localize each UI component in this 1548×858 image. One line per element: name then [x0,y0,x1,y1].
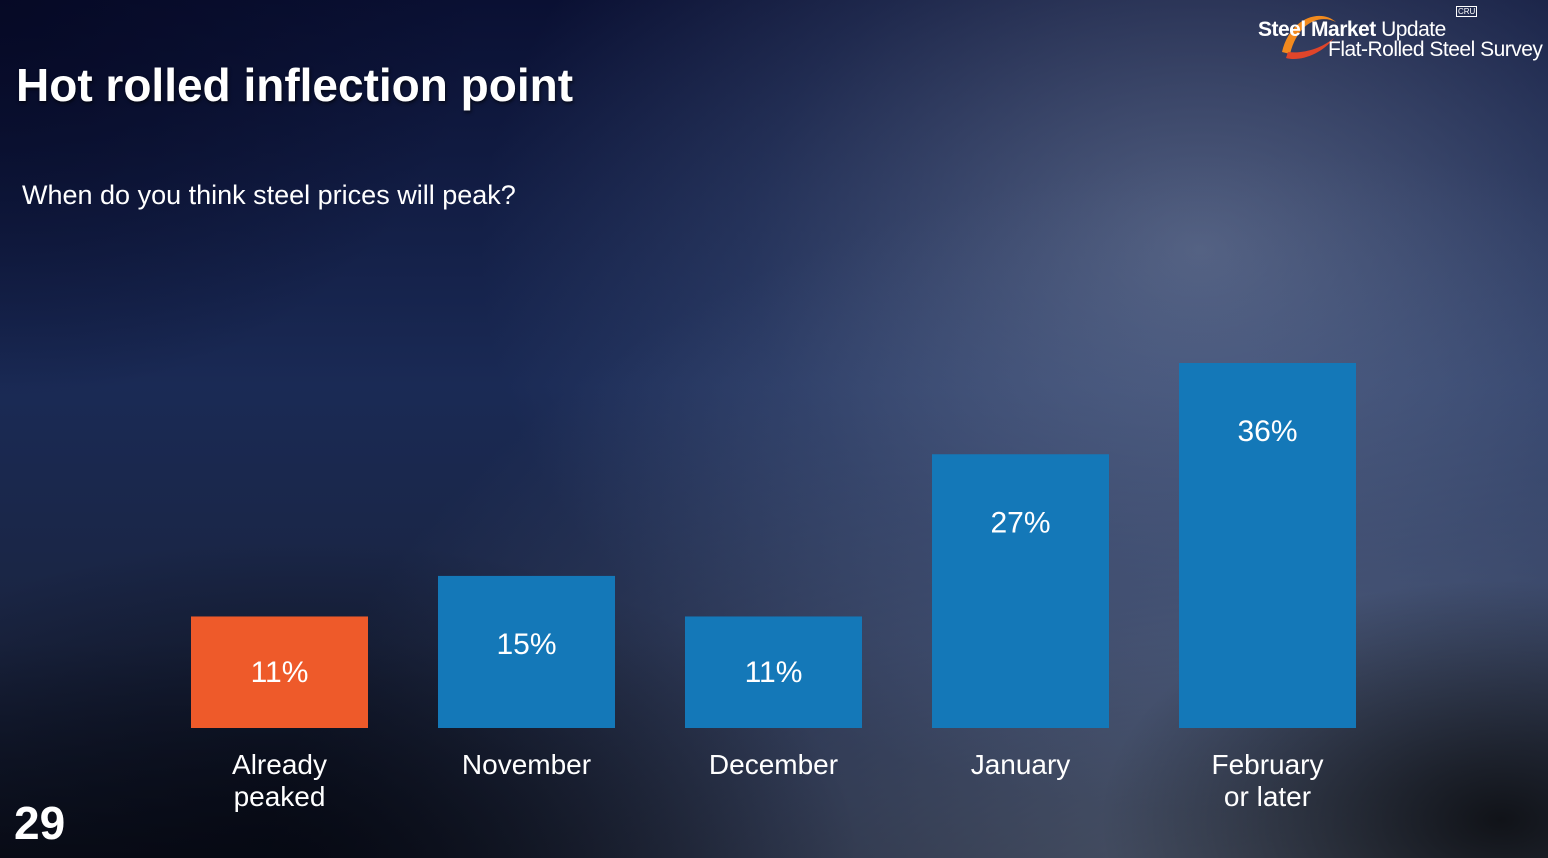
category-label-3: January [971,749,1071,780]
logo-brand: Steel Market Update [1258,18,1446,41]
bar-value-label-2: 11% [745,656,803,689]
page-number: 29 [14,797,66,849]
bar-2 [685,616,862,728]
logo-badge: CRU [1456,6,1478,17]
bar-1 [438,575,615,728]
bar-0 [191,616,368,728]
category-label-2: December [709,749,838,780]
category-label-1: November [462,749,591,780]
bar-value-label-0: 11% [251,656,309,689]
slide-title: Hot rolled inflection point [16,59,574,111]
bar-3 [932,454,1109,728]
survey-question: When do you think steel prices will peak… [22,180,516,210]
logo-swoosh-icon [1282,15,1336,60]
bar-value-label-4: 36% [1237,415,1297,448]
bar-value-label-3: 27% [990,506,1050,539]
logo: Steel Market Update CRU Flat-Rolled Stee… [1252,6,1543,66]
bar-4 [1179,363,1356,728]
category-label-4: February or later [1211,749,1323,812]
bar-value-label-1: 15% [496,628,556,661]
logo-tagline: Flat-Rolled Steel Survey [1328,38,1543,61]
category-label-0: Already peaked [232,749,327,812]
